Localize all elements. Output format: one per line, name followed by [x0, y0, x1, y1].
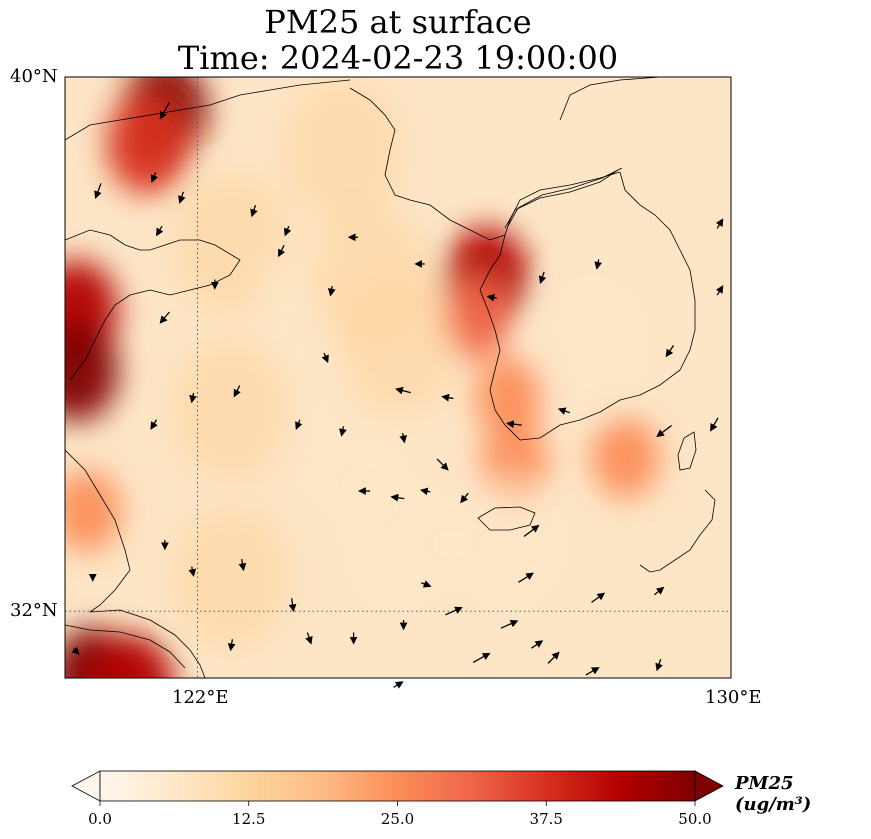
wind-arrow	[518, 572, 534, 583]
colorbar-tick-0: 0.0	[88, 810, 112, 828]
pm25-hotspot	[532, 272, 653, 417]
wind-arrow	[188, 566, 197, 577]
wind-arrow	[155, 225, 164, 237]
wind-arrow	[710, 417, 719, 432]
colorbar-body	[99, 770, 696, 802]
map-panel	[64, 76, 732, 689]
pm25-hotspot	[65, 470, 122, 552]
map-title-line-1: PM25 at surface	[264, 3, 532, 41]
colorbar-tick-12-5: 12.5	[232, 810, 266, 828]
coastline-yangtze	[89, 609, 206, 678]
colorbar-tick-50: 50.0	[678, 810, 712, 828]
colorbar-label: PM25 (ug/m³)	[735, 773, 812, 815]
wind-arrow	[159, 311, 170, 324]
coastline-yangtze-south	[65, 624, 186, 669]
colorbar-tick-37-5: 37.5	[529, 810, 563, 828]
wind-arrow	[393, 681, 404, 689]
lat-tick-32: 32°N	[10, 600, 58, 621]
pm25-hotspot	[591, 416, 660, 499]
wind-arrow	[557, 407, 571, 415]
wind-arrow	[523, 524, 540, 538]
wind-arrow	[295, 419, 303, 430]
colorbar-tick-marks	[99, 801, 696, 806]
coastline-china-north	[559, 77, 661, 121]
coastline-shandong	[65, 229, 241, 381]
wind-arrow	[238, 558, 247, 572]
pm25-hotspot	[449, 472, 569, 617]
pm25-hotspot	[65, 320, 119, 422]
pm25-hotspot	[310, 205, 431, 350]
gridlines	[65, 77, 731, 678]
pm25-hotspot	[89, 634, 174, 678]
wind-arrow	[94, 183, 102, 199]
colorbar-extend-min	[71, 770, 101, 802]
wind-arrow	[305, 632, 313, 645]
wind-arrow	[321, 352, 329, 364]
map-frame	[64, 76, 732, 679]
lon-tick-122: 122°E	[172, 687, 229, 708]
wind-arrow	[445, 606, 463, 616]
pm25-hotspot	[475, 356, 543, 439]
wind-arrow	[288, 598, 297, 613]
wind-arrow	[715, 285, 724, 296]
wind-arrow	[594, 259, 602, 270]
wind-arrow	[233, 385, 241, 398]
pm25-hotspot	[171, 338, 292, 483]
lon-tick-130: 130°E	[705, 687, 762, 708]
wind-arrow	[339, 426, 347, 437]
coastline-liaoning	[349, 87, 621, 241]
wind-arrow	[399, 432, 407, 444]
wind-arrow	[283, 225, 292, 237]
wind-arrow	[500, 620, 519, 629]
colorbar-extend-max	[694, 770, 724, 802]
wind-arrow	[486, 293, 497, 302]
wind-arrow	[327, 286, 336, 297]
map-title-line-2: Time: 2024-02-23 19:00:00	[177, 39, 619, 77]
coastline-bohai-north	[65, 79, 351, 141]
wind-arrow	[71, 646, 80, 655]
wind-arrow	[150, 419, 158, 430]
wind-arrow	[506, 420, 522, 429]
wind-arrow	[395, 386, 411, 395]
wind-arrow	[278, 244, 286, 258]
wind-arrow	[441, 393, 454, 402]
wind-vectors	[71, 101, 724, 689]
wind-arrow	[421, 580, 432, 588]
wind-arrow	[390, 493, 405, 502]
wind-arrow	[436, 458, 449, 471]
wind-arrow	[472, 652, 491, 664]
japan-coast-kyushu	[639, 489, 716, 573]
pm25-hotspot	[282, 78, 403, 223]
jeju-island	[477, 506, 536, 531]
wind-arrow	[655, 659, 663, 672]
wind-arrow	[591, 592, 606, 603]
pm25-hotspot	[171, 505, 292, 650]
wind-arrow	[227, 639, 236, 652]
wind-arrow	[538, 271, 547, 284]
wind-arrow	[665, 345, 675, 358]
wind-arrow	[585, 667, 600, 676]
coastline-korea-west	[479, 234, 681, 441]
coastline-layer	[65, 77, 716, 678]
coastline-korea-east	[619, 171, 696, 371]
lat-tick-40: 40°N	[10, 66, 58, 87]
coastline-jiangsu	[65, 449, 131, 613]
yalu-border	[504, 167, 623, 229]
tsushima-island	[677, 431, 697, 471]
wind-arrow	[547, 651, 560, 664]
wind-arrow	[715, 218, 724, 229]
wind-arrow	[178, 191, 186, 204]
wind-arrow	[656, 425, 672, 438]
wind-arrow	[530, 640, 544, 649]
wind-arrow	[250, 204, 258, 218]
wind-arrow	[150, 172, 159, 183]
wind-arrow	[460, 492, 469, 504]
colorbar-tick-25: 25.0	[380, 810, 415, 828]
wind-arrow	[653, 586, 665, 596]
wind-arrow	[419, 487, 431, 496]
wind-arrow	[189, 392, 197, 404]
wind-arrow	[159, 101, 170, 120]
